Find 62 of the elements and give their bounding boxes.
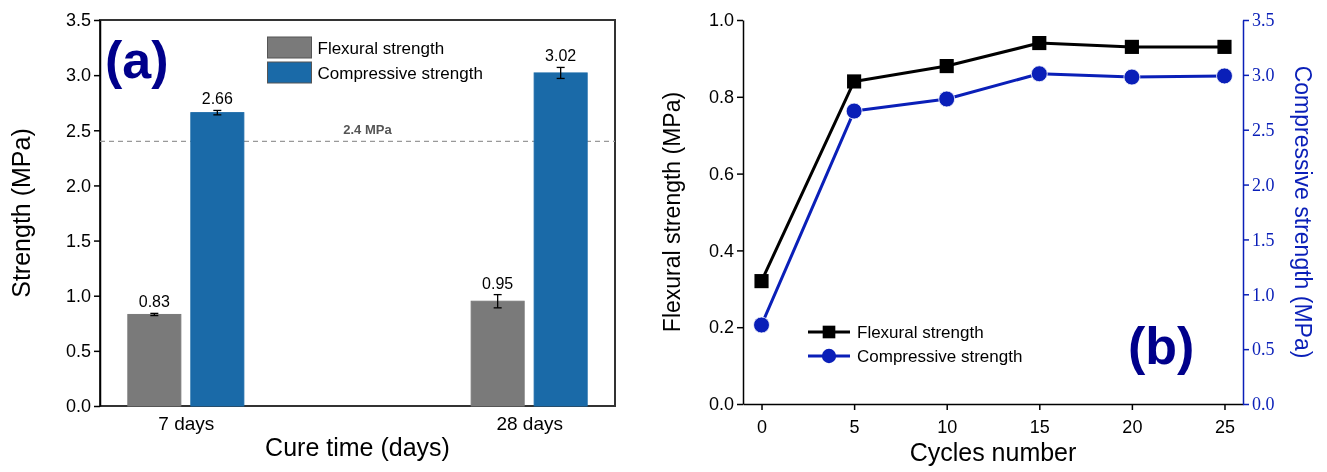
y-tick-label: 3.0 (65, 65, 91, 86)
y2-tick-label: 3.0 (1252, 65, 1275, 86)
y-tick-label: 0.0 (708, 394, 734, 415)
y2-axis-title: Compressive strength (MPa) (1290, 65, 1316, 359)
point (1217, 39, 1232, 54)
x-tick-label: 20 (1122, 416, 1143, 437)
data-label: 0.83 (138, 293, 171, 311)
y-tick-label: 0.0 (65, 396, 91, 417)
y-tick-label: 1.5 (65, 230, 91, 251)
y-tick-label: 0.4 (708, 240, 734, 261)
data-label: 0.95 (482, 274, 514, 292)
y2-tick-label: 2.0 (1252, 174, 1275, 195)
y-tick-label: 1.0 (65, 285, 91, 306)
data-label: 2.66 (201, 90, 234, 108)
annotation: (b) (1128, 317, 1195, 375)
y-tick-label: 0.2 (708, 317, 734, 338)
y-tick-label: 0.5 (65, 341, 91, 362)
y-tick-label: 1.0 (708, 10, 734, 31)
point (1032, 35, 1047, 51)
y2-tick-label: 1.0 (1252, 284, 1275, 305)
point (753, 316, 770, 334)
y2-tick-label: 0.5 (1252, 339, 1275, 360)
point (1216, 67, 1233, 85)
point (938, 90, 956, 108)
y-tick-label: 0.8 (708, 87, 734, 108)
y-axis-title: Flexural strength (MPa) (659, 91, 685, 333)
y2-tick-label: 3.5 (1252, 10, 1275, 31)
y-tick-label: 2.5 (65, 120, 91, 141)
legend-label: Compressive strength (857, 347, 1023, 366)
point (1030, 65, 1048, 83)
x-tick-label: 5 (849, 416, 860, 437)
y-axis-title: Strength (MPa) (7, 128, 35, 298)
x-tick-label: 15 (1029, 416, 1050, 437)
x-tick-label: 25 (1214, 416, 1235, 437)
point (845, 102, 863, 120)
y-tick-label: 2.0 (65, 175, 91, 196)
point (1124, 39, 1139, 54)
bar (127, 313, 182, 407)
x-axis-title: Cycles number (909, 438, 1077, 466)
point (754, 274, 769, 289)
x-axis-title: Cure time (days) (265, 433, 450, 461)
ref-line-label: 2.4 MPa (343, 122, 393, 138)
legend-label: Flexural strength (857, 323, 984, 342)
y-tick-label: 3.5 (65, 10, 91, 31)
bar (533, 72, 588, 407)
legend-label: Flexural strength (317, 39, 445, 58)
x-tick-label: 7 days (158, 412, 215, 434)
x-tick-label: 10 (937, 416, 958, 437)
bar (190, 112, 245, 407)
y-tick-label: 0.6 (708, 163, 734, 184)
y2-tick-label: 2.5 (1252, 119, 1275, 140)
point (1123, 68, 1141, 86)
point (847, 74, 862, 89)
y2-tick-label: 0.0 (1252, 394, 1275, 415)
point (939, 59, 954, 74)
x-tick-label: 0 (757, 416, 768, 437)
legend-label: Compressive strength (317, 64, 483, 83)
bar (470, 300, 525, 407)
y2-tick-label: 1.5 (1252, 229, 1275, 250)
x-tick-label: 28 days (496, 412, 563, 434)
data-label: 3.02 (545, 47, 577, 65)
annotation: (a) (105, 31, 169, 89)
